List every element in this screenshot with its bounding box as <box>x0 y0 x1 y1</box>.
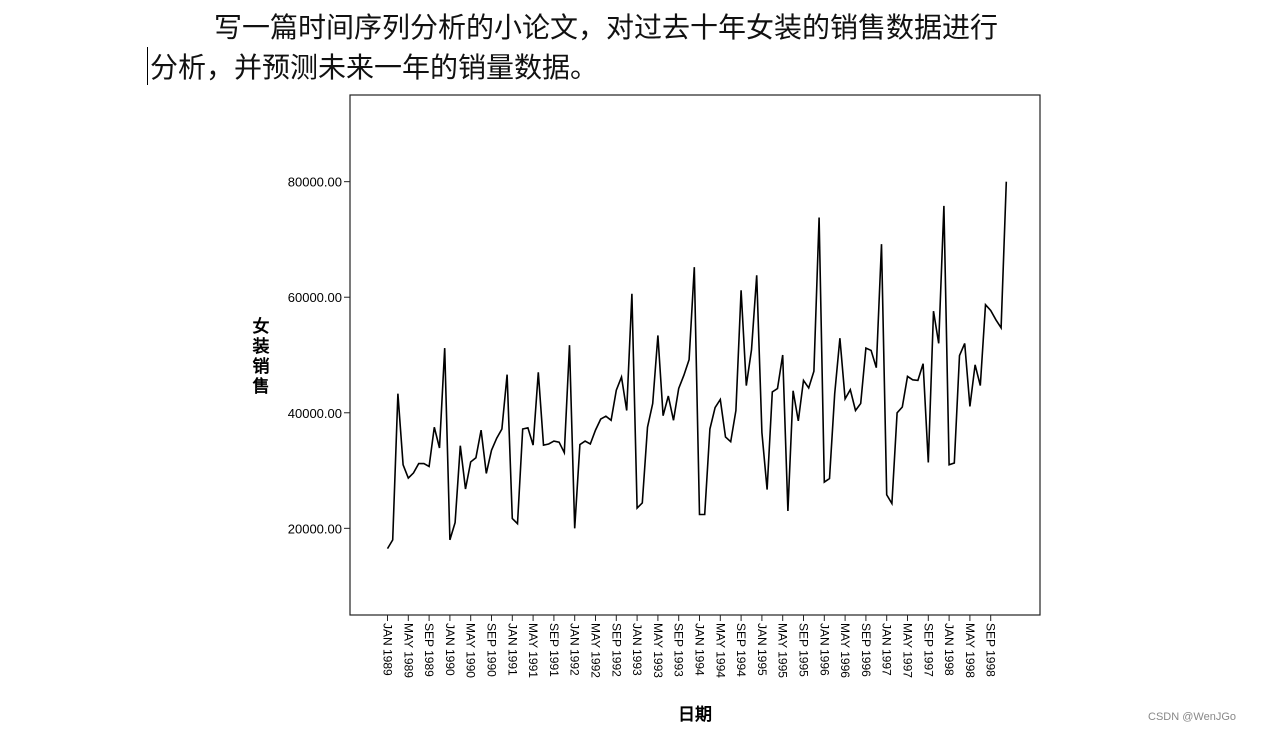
x-tick-label: SEP 1993 <box>672 623 686 677</box>
x-axis: JAN 1989 MAY 1989 SEP 1989 JAN 1990 MAY 1990… <box>381 615 998 678</box>
x-tick-label: JAN 1991 <box>505 623 519 676</box>
x-tick-label: SEP 1998 <box>984 623 998 677</box>
x-axis-label: 日期 <box>678 705 712 725</box>
x-tick-label: MAY 1990 <box>464 623 478 678</box>
x-tick-label: SEP 1991 <box>547 623 561 677</box>
x-tick-label: SEP 1994 <box>734 623 748 677</box>
y-tick-label: 60000.00 <box>288 290 342 305</box>
series-line-womens-sales <box>386 181 1008 550</box>
x-tick-label: SEP 1997 <box>921 623 935 677</box>
x-tick-label: MAY 1997 <box>901 623 915 678</box>
y-axis: 20000.00 40000.00 60000.00 80000.00 <box>288 175 350 536</box>
x-tick-label: JAN 1997 <box>880 623 894 676</box>
x-tick-label: JAN 1992 <box>568 623 582 676</box>
x-tick-label: JAN 1998 <box>942 623 956 676</box>
watermark: CSDN @WenJGo <box>1148 711 1236 723</box>
document-text-line-1: 写一篇时间序列分析的小论文，对过去十年女装的销售数据进行 <box>214 11 999 44</box>
document-text-line-2: 分析，并预测未来一年的销量数据。 <box>150 51 599 84</box>
x-tick-label: MAY 1994 <box>713 623 727 678</box>
x-tick-label: JAN 1994 <box>693 623 707 676</box>
x-tick-label: JAN 1993 <box>630 623 644 676</box>
x-tick-label: JAN 1996 <box>817 623 831 676</box>
x-tick-label: JAN 1990 <box>443 623 457 676</box>
x-tick-label: MAY 1998 <box>963 623 977 678</box>
y-tick-label: 80000.00 <box>288 175 342 190</box>
x-tick-label: MAY 1993 <box>651 623 665 678</box>
x-tick-label: MAY 1989 <box>401 623 415 678</box>
x-tick-label: MAY 1995 <box>776 623 790 678</box>
x-tick-label: SEP 1996 <box>859 623 873 677</box>
x-tick-label: SEP 1989 <box>422 623 436 677</box>
x-tick-label: JAN 1995 <box>755 623 769 676</box>
text-cursor <box>147 47 148 85</box>
y-axis-label: 女装销售 <box>252 316 270 397</box>
x-tick-label: SEP 1995 <box>797 623 811 677</box>
x-tick-label: JAN 1989 <box>381 623 395 676</box>
x-tick-label: MAY 1996 <box>838 623 852 678</box>
x-tick-label: MAY 1991 <box>526 623 540 678</box>
x-tick-label: MAY 1992 <box>589 623 603 678</box>
plot-frame <box>349 94 1041 616</box>
y-tick-label: 20000.00 <box>288 521 342 536</box>
x-tick-label: SEP 1992 <box>609 623 623 677</box>
y-tick-label: 40000.00 <box>288 406 342 421</box>
x-tick-label: SEP 1990 <box>485 623 499 677</box>
